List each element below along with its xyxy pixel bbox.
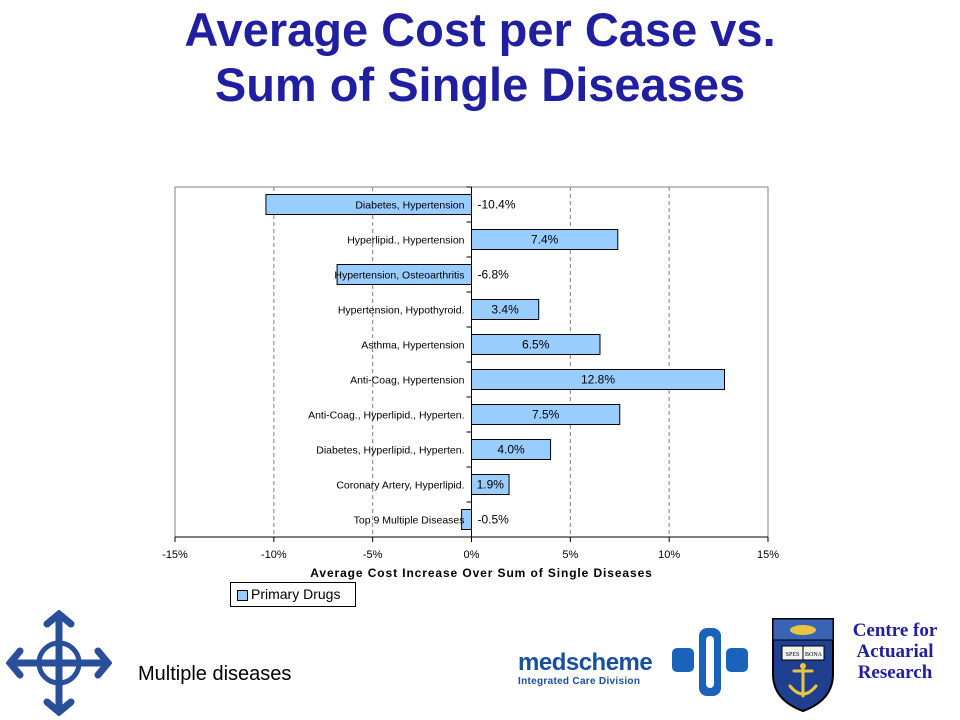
chart-legend: Primary Drugs [230,582,356,607]
bar [471,404,621,425]
bar [471,439,552,460]
title-line-1: Average Cost per Case vs. [184,3,776,56]
bar [471,229,619,250]
slide-title: Average Cost per Case vs. Sum of Single … [0,2,960,112]
data-label: 7.4% [531,233,559,247]
title-line-2: Sum of Single Diseases [214,58,746,111]
x-tick-label: 5% [562,549,578,561]
crest-motto-right: BONA [805,652,823,658]
x-tick-label: -10% [261,549,287,561]
x-tick-label: 10% [658,549,680,561]
data-label: -6.8% [478,268,510,282]
medscheme-subtitle: Integrated Care Division [518,676,641,687]
data-label: 6.5% [522,338,550,352]
data-label: 12.8% [581,373,615,387]
car-line-3: Research [857,662,933,683]
medscheme-logo: medscheme Integrated Care Division [518,650,663,688]
cross-logo-icon [6,610,112,716]
car-logo-text: Centre for Actuarial Research [833,620,957,683]
category-label: Diabetes, Hypertension [355,200,464,212]
data-label: 4.0% [497,443,525,457]
bar [471,299,540,320]
category-label: Top 9 Multiple Diseases [354,515,465,527]
car-line-1: Centre for [852,620,938,641]
legend-swatch-primary-drugs [237,590,248,601]
category-label: Diabetes, Hyperlipid., Hyperten. [316,445,464,457]
category-label: Anti-Coag., Hyperlipid., Hyperten. [308,410,464,422]
x-axis-title: Average Cost Increase Over Sum of Single… [310,566,652,580]
bar [265,194,472,215]
category-label: Hyperlipid., Hypertension [347,235,464,247]
medscheme-symbol-icon [672,628,748,696]
category-label: Hypertension, Hypothyroid. [338,305,465,317]
x-tick-label: 15% [757,549,779,561]
bar [471,369,726,390]
crest-motto-left: SPES [786,652,800,658]
data-label: 7.5% [532,408,560,422]
category-label: Anti-Coag, Hypertension [350,375,465,387]
x-tick-label: 0% [464,549,480,561]
category-label: Coronary Artery, Hyperlipid. [336,480,464,492]
footer-text: Multiple diseases [138,663,292,685]
bar [471,474,510,495]
data-label: -10.4% [478,198,516,212]
car-line-2: Actuarial [856,641,934,662]
data-label: 1.9% [477,478,505,492]
bar [336,264,472,285]
legend-label-primary-drugs: Primary Drugs [251,586,341,602]
category-label: Hypertension, Osteoarthritis [334,270,464,282]
university-crest-icon: SPES BONA [772,618,834,713]
data-label: 3.4% [491,303,519,317]
data-label: -0.5% [478,513,510,527]
bar [461,509,473,530]
bar [471,334,601,355]
category-label: Asthma, Hypertension [361,340,464,352]
medscheme-name: medscheme [518,649,653,676]
x-tick-label: -5% [363,549,383,561]
x-tick-label: -15% [162,549,188,561]
